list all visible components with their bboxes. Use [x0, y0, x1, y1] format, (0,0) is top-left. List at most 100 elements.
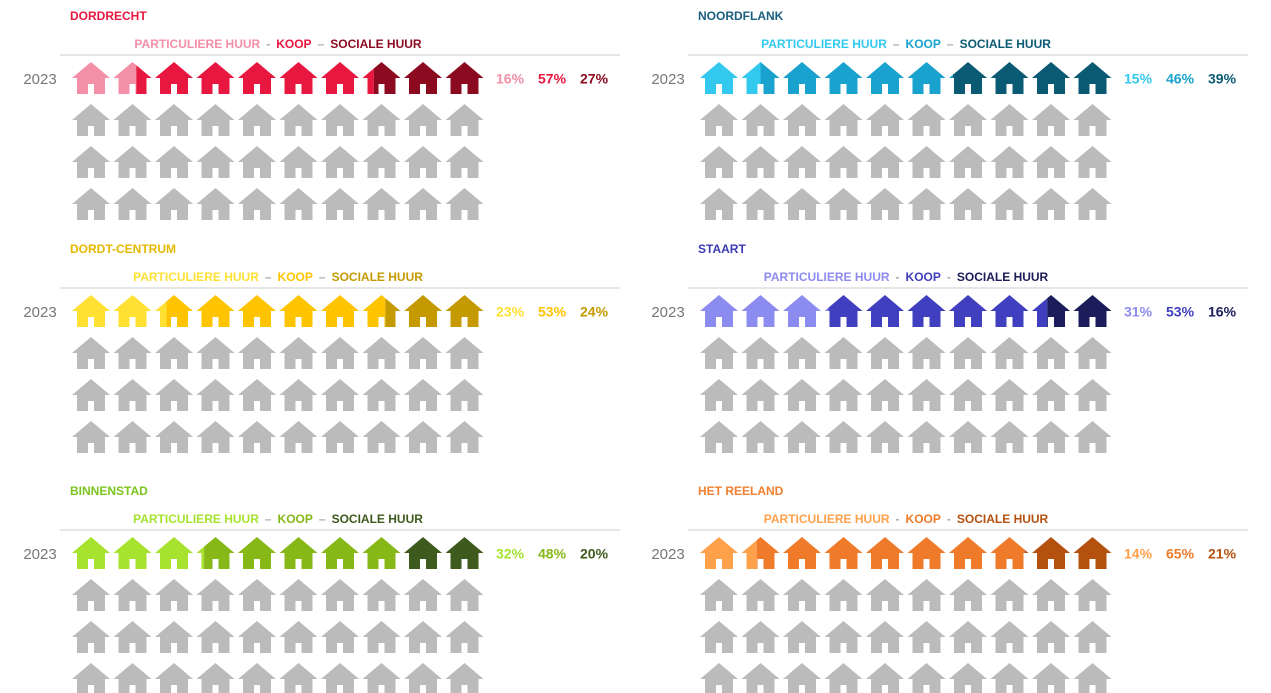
- placeholder-house: [445, 146, 484, 178]
- placeholder-house: [1073, 621, 1112, 653]
- legend-entry: SOCIALE HUUR: [957, 512, 1049, 526]
- placeholder-house: [445, 379, 484, 411]
- placeholder-house: [783, 621, 821, 653]
- placeholder-house: [321, 379, 359, 411]
- placeholder-house: [113, 104, 152, 136]
- house-segment: [952, 62, 1112, 94]
- placeholder-house: [990, 188, 1029, 220]
- placeholder-house: [949, 188, 987, 220]
- placeholder-house: [113, 621, 152, 653]
- placeholder-house: [824, 379, 863, 411]
- placeholder-house: [238, 421, 276, 453]
- legend: PARTICULIERE HUUR - KOOP - SOCIALE HUUR: [764, 512, 1049, 526]
- placeholder-house: [1073, 663, 1112, 693]
- placeholder-house: [279, 379, 318, 411]
- placeholder-house: [321, 621, 359, 653]
- house-segment: [404, 537, 484, 569]
- value-label: 16%: [496, 71, 525, 87]
- value-label: 46%: [1166, 71, 1195, 87]
- placeholder-house: [196, 421, 235, 453]
- placeholder-house: [824, 621, 863, 653]
- placeholder-house: [949, 579, 987, 611]
- legend-entry: SOCIALE HUUR: [332, 512, 424, 526]
- placeholder-house: [783, 104, 821, 136]
- placeholder-house: [362, 621, 401, 653]
- placeholder-house: [1073, 188, 1112, 220]
- house-row: [700, 62, 1112, 94]
- placeholder-house: [1032, 337, 1070, 369]
- placeholder-house: [949, 337, 987, 369]
- panel-title: HET REELAND: [698, 484, 784, 498]
- placeholder-house: [72, 421, 110, 453]
- placeholder-house: [1032, 421, 1070, 453]
- placeholder-house: [1073, 421, 1112, 453]
- placeholder-house: [866, 146, 904, 178]
- legend-entry: KOOP: [906, 512, 941, 526]
- value-label: 39%: [1208, 71, 1237, 87]
- placeholder-house: [824, 188, 863, 220]
- placeholder-house: [1032, 188, 1070, 220]
- placeholder-house: [404, 104, 442, 136]
- placeholder-house: [990, 421, 1029, 453]
- placeholder-house: [949, 663, 987, 693]
- legend-separator: –: [319, 270, 326, 284]
- placeholder-house: [72, 579, 110, 611]
- placeholder-house: [321, 663, 359, 693]
- placeholder-house: [866, 621, 904, 653]
- legend-separator: -: [947, 512, 951, 526]
- placeholder-house: [949, 421, 987, 453]
- legend-separator: –: [265, 270, 272, 284]
- legend: PARTICULIERE HUUR – KOOP – SOCIALE HUUR: [133, 270, 423, 284]
- placeholder-house: [907, 421, 946, 453]
- house-segment: [1047, 295, 1112, 327]
- placeholder-house: [279, 146, 318, 178]
- legend: PARTICULIERE HUUR - KOOP – SOCIALE HUUR: [134, 37, 421, 51]
- house-segment: [166, 295, 386, 327]
- year-label: 2023: [651, 546, 684, 563]
- placeholder-house: [113, 337, 152, 369]
- placeholder-house: [279, 337, 318, 369]
- placeholder-house: [1073, 104, 1112, 136]
- legend: PARTICULIERE HUUR – KOOP – SOCIALE HUUR: [133, 512, 423, 526]
- placeholder-house: [866, 104, 904, 136]
- house-row: [700, 537, 1112, 569]
- placeholder-house: [866, 421, 904, 453]
- placeholder-house: [238, 621, 276, 653]
- house-row: [72, 62, 484, 94]
- placeholder-house: [238, 188, 276, 220]
- placeholder-house: [445, 621, 484, 653]
- placeholder-house: [949, 379, 987, 411]
- placeholder-house: [279, 621, 318, 653]
- placeholder-house: [362, 421, 401, 453]
- value-label: 27%: [580, 71, 609, 87]
- year-label: 2023: [651, 71, 684, 88]
- placeholder-house: [321, 579, 359, 611]
- legend-separator: –: [318, 37, 325, 51]
- legend-entry: PARTICULIERE HUUR: [133, 270, 259, 284]
- placeholder-house: [155, 188, 193, 220]
- placeholder-house: [113, 146, 152, 178]
- placeholder-house: [824, 104, 863, 136]
- year-label: 2023: [23, 546, 56, 563]
- placeholder-house: [700, 379, 738, 411]
- value-label: 24%: [580, 304, 609, 320]
- placeholder-house: [1073, 379, 1112, 411]
- value-label: 48%: [538, 546, 567, 562]
- placeholder-house: [362, 579, 401, 611]
- placeholder-house: [238, 337, 276, 369]
- placeholder-house: [72, 104, 110, 136]
- placeholder-house: [1032, 579, 1070, 611]
- placeholder-house: [949, 621, 987, 653]
- placeholder-house: [741, 337, 780, 369]
- placeholder-house: [1073, 146, 1112, 178]
- placeholder-house: [824, 579, 863, 611]
- legend-entry: PARTICULIERE HUUR: [761, 37, 887, 51]
- placeholder-house: [824, 421, 863, 453]
- placeholder-house: [1073, 337, 1112, 369]
- legend-entry: PARTICULIERE HUUR: [764, 512, 890, 526]
- placeholder-house: [866, 337, 904, 369]
- placeholder-house: [404, 379, 442, 411]
- placeholder-house: [404, 621, 442, 653]
